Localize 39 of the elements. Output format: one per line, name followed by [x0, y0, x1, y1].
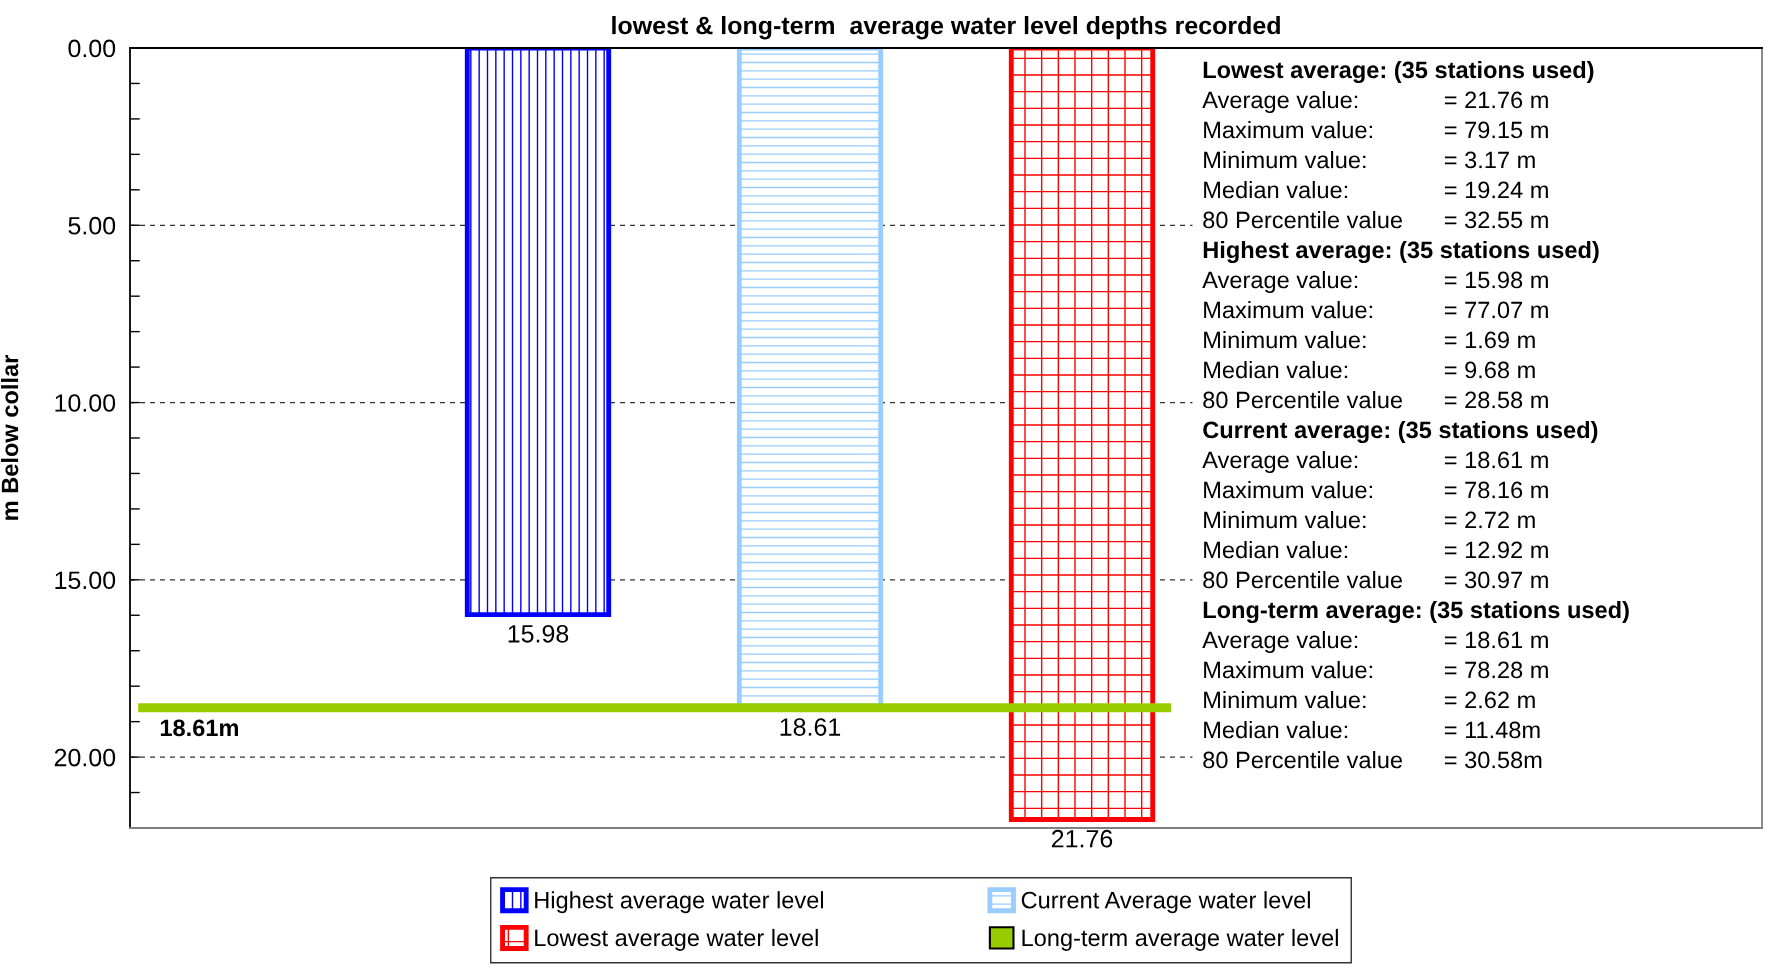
text: Maximum value: = 78.16 m: [1204, 480, 1548, 499]
y-tick-label: 15.00: [55, 571, 116, 590]
y-axis-title: m Below collar: [0, 355, 19, 520]
text: Maximum value: = 78.28 m: [1204, 660, 1548, 679]
text: Minimum value: = 3.17 m: [1204, 151, 1535, 169]
data-label: 21.76: [1051, 829, 1113, 848]
y-tick-label: 20.00: [54, 748, 116, 767]
text: 80 Percentile value = 30.58m: [1203, 750, 1542, 769]
text: Minimum value: = 1.69 m: [1204, 331, 1535, 349]
text: 80 Percentile value = 28.58 m: [1203, 390, 1548, 409]
text: 80 Percentile value = 30.97 m: [1203, 570, 1548, 589]
y-tick-label: 10.00: [55, 394, 116, 412]
data-label: 18.61: [780, 718, 841, 736]
text: Median value: = 12.92 m: [1204, 540, 1548, 559]
legend-label: Lowest average water level: [535, 928, 818, 951]
legend-label: Long-term average water level: [1022, 928, 1338, 951]
text: Maximum value: = 79.15 m: [1204, 121, 1548, 139]
text: Minimum value: = 2.72 m: [1204, 510, 1535, 529]
text: Average value: = 15.98 m: [1202, 271, 1548, 294]
y-tick-label: 0.00: [68, 39, 116, 58]
annotation: 18.61m: [160, 719, 238, 737]
annotation: Current average: (35 stations used): [1203, 420, 1598, 444]
legend-label: Highest average water level: [535, 891, 824, 914]
text: Average value: = 18.61 m: [1202, 450, 1548, 474]
data-label: 15.98: [508, 624, 569, 643]
annotation: Lowest average: (35 stations used): [1203, 60, 1594, 84]
text: Average value: = 21.76 m: [1202, 91, 1548, 114]
text: Median value: = 19.24 m: [1204, 181, 1548, 199]
y-tick-label: 5.00: [68, 216, 116, 235]
text: Minimum value: = 2.62 m: [1204, 690, 1535, 709]
text: Maximum value: = 77.07 m: [1204, 300, 1548, 319]
legend-label: Current Average water level: [1021, 891, 1310, 914]
annotation: Highest average: (35 stations used): [1203, 240, 1599, 264]
text: Median value: = 11.48m: [1204, 720, 1540, 739]
chart-title: lowest & long-term average water level depths recorded: [612, 15, 1280, 40]
text: Average value: = 18.61 m: [1202, 630, 1548, 654]
text: 80 Percentile value = 32.55 m: [1203, 211, 1548, 229]
annotation: Long-term average: (35 stations used): [1203, 600, 1629, 624]
text: Median value: = 9.68 m: [1204, 360, 1535, 379]
